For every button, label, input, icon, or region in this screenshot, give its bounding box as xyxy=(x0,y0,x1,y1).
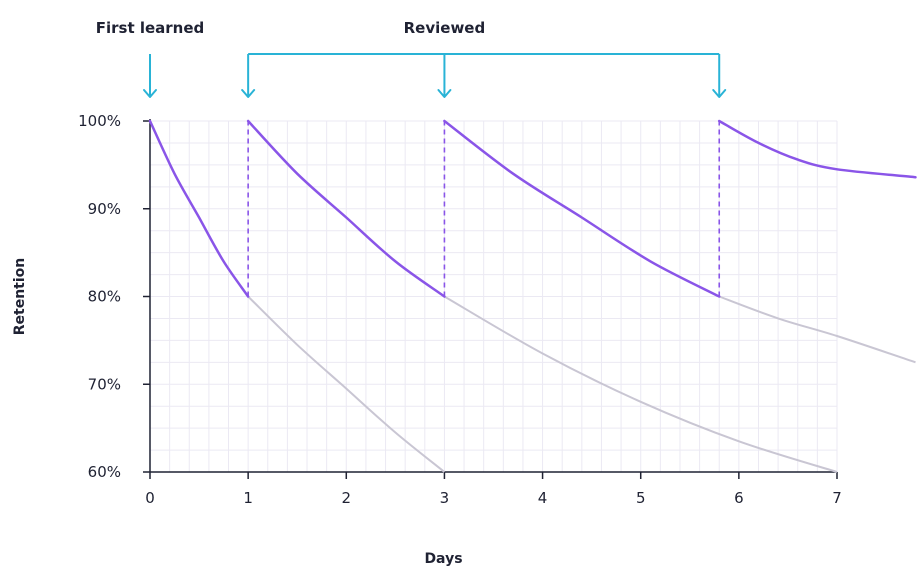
reviewed-label: Reviewed xyxy=(404,19,486,37)
retention-curve xyxy=(246,119,446,298)
x-tick-label: 2 xyxy=(342,489,352,507)
y-tick-label: 90% xyxy=(88,200,121,218)
y-tick-label: 80% xyxy=(88,288,121,306)
arrow-head xyxy=(712,89,727,98)
forgetting-curve xyxy=(443,295,838,473)
x-tick-label: 5 xyxy=(636,489,646,507)
y-tick-label: 60% xyxy=(88,463,121,481)
series-layer xyxy=(148,119,917,473)
retention-curve xyxy=(717,119,917,179)
x-tick-label: 6 xyxy=(734,489,744,507)
retention-curve xyxy=(148,119,250,298)
first-learned-label: First learned xyxy=(96,19,205,37)
x-tick-label: 4 xyxy=(538,489,548,507)
y-tick-label: 70% xyxy=(88,375,121,393)
x-tick-label: 0 xyxy=(145,489,155,507)
annotations: First learned Reviewed xyxy=(96,19,727,98)
x-tick-label: 7 xyxy=(832,489,842,507)
x-axis-title: Days xyxy=(424,551,462,567)
axes: 0 1 2 3 4 5 6 7 60% 70% 80% 90% 100% xyxy=(78,112,842,507)
x-tick-label: 3 xyxy=(440,489,450,507)
y-axis-title: Retention xyxy=(12,258,28,336)
grid xyxy=(149,120,838,473)
arrow-head xyxy=(143,89,157,98)
forgetting-curve xyxy=(718,295,916,364)
arrow-head xyxy=(241,89,256,98)
forgetting-curve xyxy=(247,295,446,473)
arrow-head xyxy=(437,89,452,98)
retention-curve xyxy=(443,119,721,298)
y-tick-label: 100% xyxy=(78,112,121,130)
x-tick-label: 1 xyxy=(243,489,253,507)
